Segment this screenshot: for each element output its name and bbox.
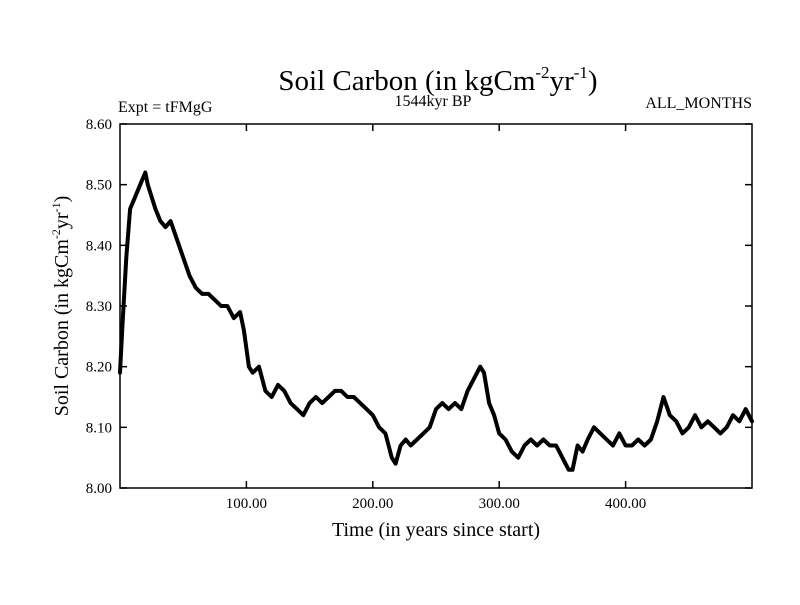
chart-title-mid: yr [550, 65, 575, 97]
y-axis-label-mid: yr [51, 212, 73, 229]
y-tick-label: 8.40 [86, 238, 112, 254]
y-axis-label-end: ) [51, 196, 73, 203]
y-tick-label: 8.00 [86, 481, 112, 497]
x-tick-label: 100.00 [226, 496, 267, 512]
y-tick-label: 8.20 [86, 360, 112, 376]
series-line [118, 170, 754, 472]
y-axis-label-main: Soil Carbon (in kgCm [51, 239, 73, 417]
subtitle-left: Expt = tFMgG [118, 99, 213, 116]
y-axis-label-sup1: -2 [49, 229, 63, 239]
y-tick-label: 8.50 [86, 178, 112, 194]
plot-frame [119, 123, 753, 489]
x-tick-label: 200.00 [352, 496, 393, 512]
subtitle-center: 1544kyr BP [395, 93, 472, 110]
chart-title-main: Soil Carbon (in kgCm [278, 65, 535, 97]
series-layer [118, 170, 754, 472]
x-tick-label: 300.00 [479, 496, 520, 512]
subtitle-right: ALL_MONTHS [645, 95, 752, 112]
y-axis-label: Soil Carbon (in kgCm-2yr-1) [49, 196, 73, 417]
chart-title-sup1: -2 [535, 63, 549, 82]
x-axis-ticks: 100.00 200.00 300.00 400.00 [226, 124, 646, 512]
y-axis-label-sup2: -1 [49, 202, 63, 212]
chart-title-sup2: -1 [574, 63, 588, 82]
y-tick-label: 8.30 [86, 299, 112, 315]
x-tick-label: 400.00 [605, 496, 646, 512]
x-axis-label: Time (in years since start) [332, 519, 540, 541]
chart-title: Soil Carbon (in kgCm-2yr-1) [278, 63, 597, 97]
chart-title-end: ) [588, 65, 598, 97]
y-tick-label: 8.10 [86, 420, 112, 436]
y-tick-label: 8.60 [86, 117, 112, 133]
y-axis-ticks: 8.00 8.10 8.20 8.30 8.40 8.50 8.60 [86, 117, 752, 497]
